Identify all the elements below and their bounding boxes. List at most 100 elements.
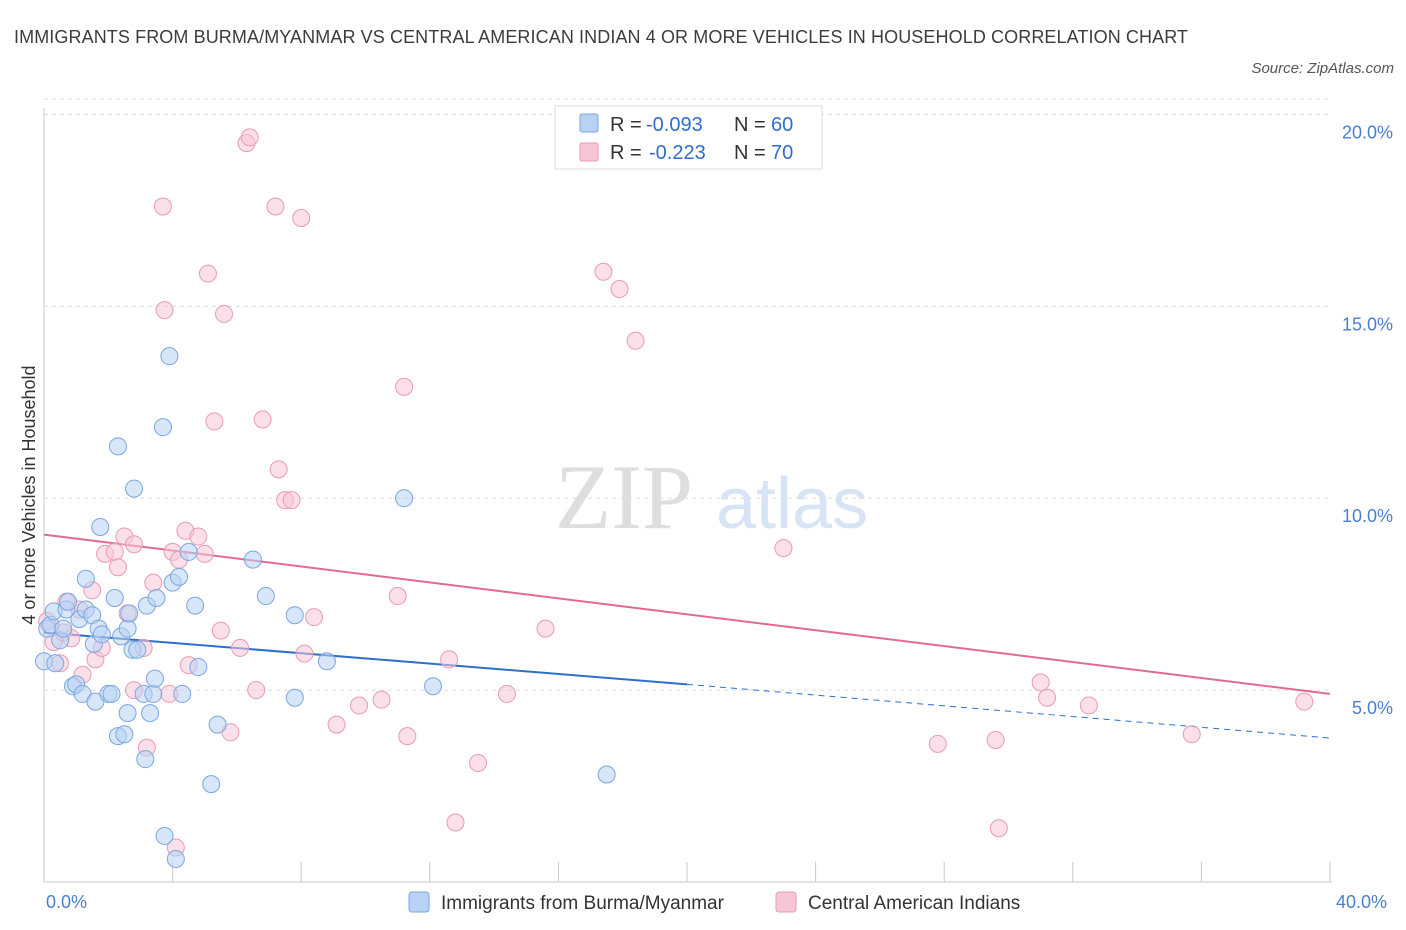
point-central-american-indians [497,684,516,703]
point-burma-myanmar [76,569,95,588]
point-burma-myanmar [128,640,147,659]
point-central-american-indians [395,377,414,396]
trend-lines [43,533,1331,739]
point-central-american-indians [215,304,234,323]
point-burma-myanmar [597,765,616,784]
point-burma-myanmar [118,704,137,723]
point-central-american-indians [153,197,172,216]
y-tick-label: 20.0% [1342,122,1393,142]
point-central-american-indians [231,638,250,657]
point-burma-myanmar [59,592,78,611]
point-burma-myanmar [147,588,166,607]
point-central-american-indians [1182,725,1201,744]
point-central-american-indians [205,412,224,431]
series-burma-myanmar [35,347,616,868]
series-legend: Immigrants from Burma/Myanmar Central Am… [408,891,1020,914]
point-burma-myanmar [125,479,144,498]
point-burma-myanmar [91,517,110,536]
point-central-american-indians [469,754,488,773]
point-burma-myanmar [317,652,336,671]
legend-box [554,105,823,170]
legend-r-value-2: -0.223 [649,142,706,164]
point-burma-myanmar [144,684,163,703]
point-central-american-indians [282,491,301,510]
watermark-atlas: atlas [716,464,868,544]
point-central-american-indians [626,331,645,350]
series-legend-label-pink: Central American Indians [808,893,1020,914]
point-central-american-indians [108,558,127,577]
x-tick-label-min: 0.0% [46,892,87,912]
x-tick-label-max: 40.0% [1336,892,1387,912]
point-burma-myanmar [155,826,174,845]
point-central-american-indians [440,650,459,669]
legend-n-value-2: 70 [771,142,793,164]
point-central-american-indians [125,535,144,554]
point-central-american-indians [144,573,163,592]
point-burma-myanmar [102,684,121,703]
point-burma-myanmar [256,587,275,606]
point-burma-myanmar [170,567,189,586]
point-central-american-indians [350,696,369,715]
point-central-american-indians [266,197,285,216]
point-burma-myanmar [166,849,185,868]
watermark-zip: ZIP [555,446,693,548]
series-legend-label-blue: Immigrants from Burma/Myanmar [441,893,725,914]
legend-n-label-2: N = [734,142,766,164]
point-burma-myanmar [115,725,134,744]
point-central-american-indians [198,264,217,283]
point-burma-myanmar [208,715,227,734]
point-burma-myanmar [105,588,124,607]
point-central-american-indians [388,587,407,606]
legend-swatch-blue [579,113,599,133]
legend-n-value-1: 60 [771,114,793,136]
point-burma-myanmar [145,669,164,688]
point-central-american-indians [536,619,555,638]
point-burma-myanmar [153,418,172,437]
watermark: ZIP atlas [555,446,868,548]
y-axis-label: 4 or more Vehicles in Household [19,365,39,624]
y-tick-label: 15.0% [1342,314,1393,334]
point-central-american-indians [240,128,259,147]
point-central-american-indians [1038,688,1057,707]
point-burma-myanmar [92,625,111,644]
point-central-american-indians [195,544,214,563]
point-central-american-indians [292,208,311,227]
point-central-american-indians [372,690,391,709]
trend-line-burma-myanmar-extension [686,683,1331,739]
point-central-american-indians [774,539,793,558]
point-central-american-indians [1079,696,1098,715]
series-legend-swatch-blue [408,891,430,913]
point-burma-myanmar [173,684,192,703]
point-burma-myanmar [424,677,443,696]
legend-n-label-1: N = [734,114,766,136]
point-central-american-indians [594,262,613,281]
point-central-american-indians [446,813,465,832]
point-burma-myanmar [189,658,208,677]
point-burma-myanmar [285,606,304,625]
point-burma-myanmar [202,775,221,794]
point-central-american-indians [155,301,174,320]
source-label: Source: ZipAtlas.com [1251,60,1394,77]
correlation-legend: R = -0.093 N = 60 R = -0.223 N = 70 [554,105,823,170]
point-central-american-indians [398,727,417,746]
point-central-american-indians [105,542,124,561]
trend-line-central-american-indians [43,533,1331,695]
gridlines [44,98,1332,691]
point-central-american-indians [247,681,266,700]
point-burma-myanmar [120,604,139,623]
legend-r-value-1: -0.093 [646,114,703,136]
point-burma-myanmar [160,347,179,366]
trend-line-burma-myanmar [43,631,688,686]
point-burma-myanmar [141,704,160,723]
point-burma-myanmar [243,550,262,569]
point-central-american-indians [986,730,1005,749]
point-central-american-indians [189,527,208,546]
legend-r-label-2: R = [610,142,642,164]
legend-swatch-pink [579,142,599,162]
point-central-american-indians [1295,692,1314,711]
point-burma-myanmar [108,437,127,456]
point-central-american-indians [989,819,1008,838]
point-central-american-indians [253,410,272,429]
point-burma-myanmar [136,750,155,769]
